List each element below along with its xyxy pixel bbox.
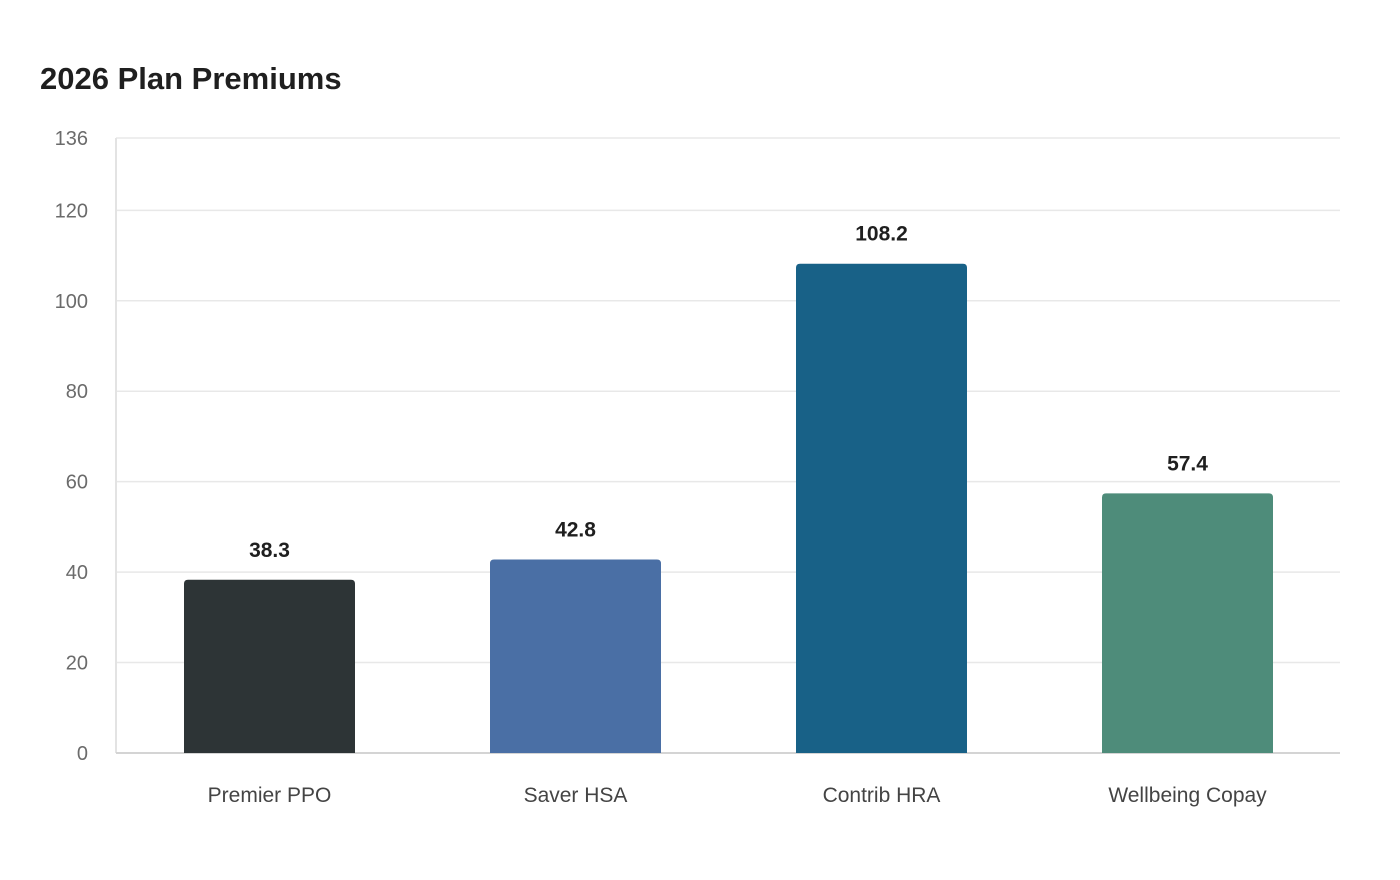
bar-saver-hsa [490, 559, 661, 753]
x-category-label: Premier PPO [208, 784, 332, 807]
y-tick-label: 136 [55, 128, 88, 150]
y-tick-label: 0 [77, 743, 88, 765]
x-category-label: Contrib HRA [823, 784, 941, 807]
y-tick-label: 60 [66, 472, 88, 494]
bar-contrib-hra [796, 263, 967, 753]
y-tick-label: 120 [55, 200, 88, 222]
x-axis-category-labels: Premier PPO Saver HSA Contrib HRA Wellbeing… [208, 784, 1268, 807]
x-category-label: Wellbeing Copay [1108, 784, 1267, 807]
bar-value-label: 42.8 [555, 518, 596, 541]
y-tick-label: 80 [66, 381, 88, 403]
y-tick-label: 100 [55, 291, 88, 313]
bar-value-label: 57.4 [1167, 452, 1208, 475]
bars [184, 263, 1273, 753]
bar-value-label: 108.2 [855, 223, 908, 246]
bar-value-label: 38.3 [249, 539, 290, 562]
y-tick-label: 20 [66, 653, 88, 675]
bar-wellbeing-copay [1102, 493, 1273, 753]
y-axis-tick-labels: 0 20 40 60 80 100 120 136 [55, 128, 88, 765]
bar-premier-ppo [184, 579, 355, 753]
chart-title: 2026 Plan Premiums [40, 61, 342, 96]
value-labels: 38.3 42.8 108.2 57.4 [249, 223, 1208, 562]
y-tick-label: 40 [66, 562, 88, 584]
x-category-label: Saver HSA [524, 784, 628, 807]
